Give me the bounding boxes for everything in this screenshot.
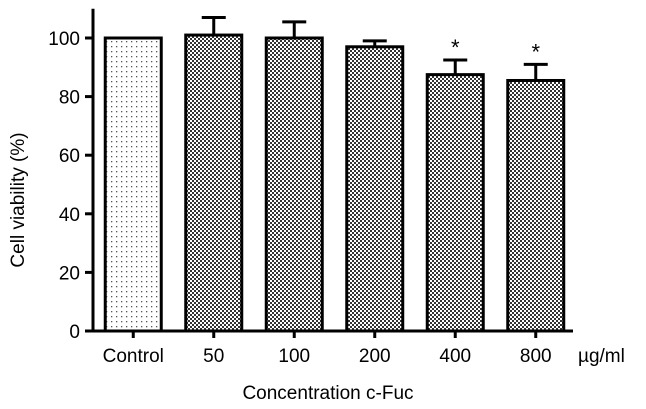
y-tick-label: 60 <box>59 146 80 167</box>
bar-400 <box>425 73 485 333</box>
bar-control <box>103 36 163 333</box>
x-tick-label: 200 <box>359 346 391 367</box>
y-axis-title: Cell viability (%) <box>8 132 29 267</box>
y-tick-label: 80 <box>59 88 80 109</box>
x-tick-label: 50 <box>203 346 224 367</box>
x-axis-unit-label: µg/ml <box>578 346 625 367</box>
x-tick-label: 400 <box>439 346 471 367</box>
x-tick-label: 100 <box>278 346 310 367</box>
bar-100 <box>264 36 324 333</box>
bar-200 <box>345 45 405 333</box>
significance-marker: * <box>531 39 540 64</box>
plot-area: Control 50 100 200 * 400 * 800 0 20 40 60 80 100 <box>48 8 573 367</box>
y-tick-label: 20 <box>59 263 80 284</box>
y-tick-label: 100 <box>48 29 80 50</box>
y-tick-label: 40 <box>59 205 80 226</box>
x-axis-title: Concentration c-Fuc <box>242 383 413 404</box>
bar-800 <box>506 78 566 333</box>
bar-50 <box>184 33 244 333</box>
x-tick-label: Control <box>103 346 164 367</box>
x-tick-label: 800 <box>520 346 552 367</box>
y-tick-label: 0 <box>69 322 80 343</box>
significance-marker: * <box>451 35 460 60</box>
